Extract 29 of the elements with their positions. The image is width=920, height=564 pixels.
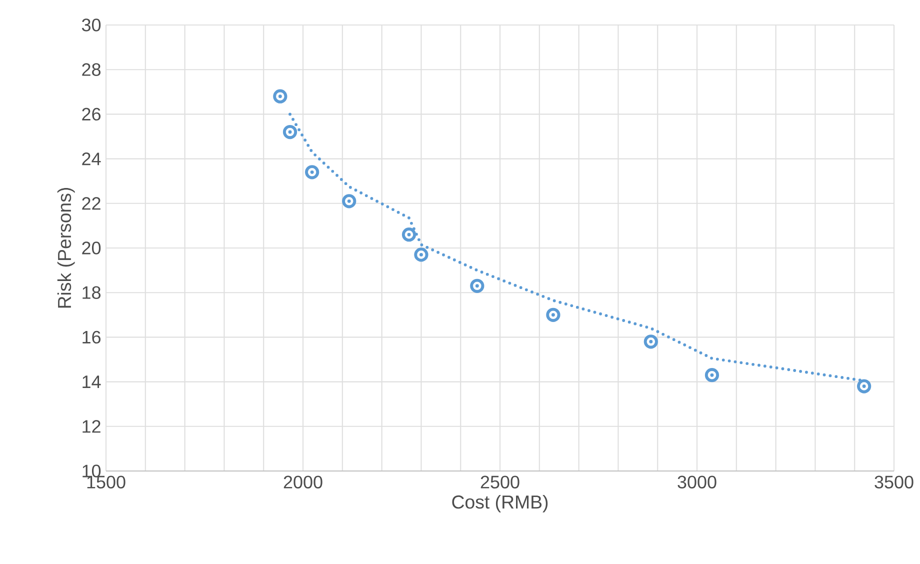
point [273, 89, 288, 104]
y-tick-label: 14 [82, 376, 101, 388]
x-tick-label: 1500 [87, 476, 126, 488]
point [402, 228, 416, 242]
point [414, 248, 428, 262]
point [704, 368, 720, 382]
y-tick-label: 20 [82, 242, 101, 254]
y-axis-title: Risk (Persons) [57, 188, 75, 308]
y-tick-label: 12 [82, 420, 100, 433]
point [282, 124, 298, 140]
x-tick-label: 3000 [678, 476, 716, 488]
point [470, 278, 484, 293]
y-tick-label: 26 [82, 108, 100, 121]
y-tick-label: 24 [82, 152, 101, 166]
x-tick-label: 2500 [480, 476, 520, 488]
point [342, 194, 356, 208]
y-tick-label: 18 [82, 286, 100, 299]
point [644, 334, 658, 349]
y-tick-label: 30 [82, 18, 101, 32]
x-tick-label: 2000 [284, 476, 322, 488]
y-tick-label: 10 [82, 464, 101, 478]
point [856, 379, 872, 394]
y-tick-label: 16 [82, 330, 100, 344]
point [304, 165, 320, 180]
point [546, 308, 560, 322]
x-axis-title: Cost (RMB) [452, 494, 548, 512]
y-tick-label: 28 [82, 63, 100, 76]
y-tick-label: 22 [82, 197, 100, 210]
x-tick-label: 3500 [874, 476, 914, 488]
